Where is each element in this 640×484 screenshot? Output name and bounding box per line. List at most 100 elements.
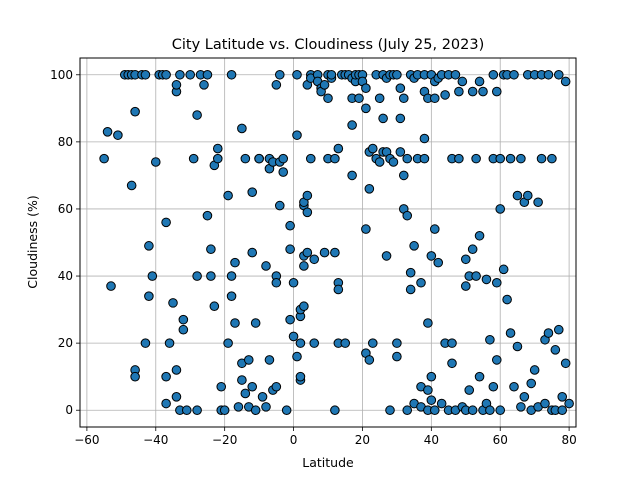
data-point (450, 69, 461, 80)
data-point (392, 69, 402, 80)
data-point (299, 301, 309, 312)
data-point (319, 247, 330, 258)
data-point (330, 247, 340, 258)
data-point (206, 271, 216, 281)
data-point (522, 190, 533, 201)
data-point (161, 398, 171, 409)
data-point (485, 405, 495, 416)
data-point (274, 69, 285, 80)
data-point (423, 318, 433, 328)
data-point (178, 324, 189, 335)
data-point (333, 143, 344, 154)
data-point (491, 86, 502, 97)
data-point (388, 157, 399, 167)
data-point (278, 167, 289, 177)
data-point (474, 371, 485, 382)
data-point (192, 271, 202, 281)
data-point (495, 405, 506, 416)
data-point (429, 224, 440, 234)
data-point (285, 244, 295, 255)
data-point (398, 170, 409, 181)
data-point (543, 69, 554, 80)
data-point (237, 375, 247, 385)
data-point (309, 254, 320, 265)
x-tick-label: 60 (493, 433, 508, 447)
y-tick-label: 20 (58, 336, 73, 350)
y-axis-label: Cloudiness (%) (25, 195, 40, 288)
axes-frame (79, 57, 577, 428)
data-point (274, 200, 285, 211)
data-point (512, 341, 523, 352)
data-point (302, 247, 313, 258)
data-point (491, 355, 502, 365)
data-point (464, 385, 475, 395)
data-point (429, 405, 440, 416)
data-point (130, 371, 140, 382)
data-point (564, 398, 574, 409)
data-point (285, 220, 295, 231)
data-point (126, 180, 137, 191)
data-point (347, 170, 357, 181)
data-point (505, 328, 516, 338)
data-point (192, 110, 202, 120)
data-point (436, 398, 447, 409)
data-point (398, 93, 409, 104)
data-point (423, 385, 433, 395)
data-point (392, 351, 402, 362)
data-point (426, 371, 437, 382)
data-point (553, 69, 564, 80)
data-point (219, 405, 230, 416)
data-point (243, 355, 254, 365)
data-point (471, 271, 481, 281)
data-point (295, 371, 306, 382)
data-point (178, 314, 189, 325)
data-point (467, 86, 478, 97)
x-tick-label: −40 (143, 433, 168, 447)
data-point (292, 130, 302, 140)
data-point (150, 157, 161, 167)
data-point (250, 405, 261, 416)
data-point (261, 261, 271, 271)
data-point (364, 355, 375, 365)
data-point (488, 69, 499, 80)
data-point (192, 405, 202, 416)
x-tick-label: −20 (212, 433, 237, 447)
data-point (171, 80, 182, 90)
x-tick-label: 20 (355, 433, 370, 447)
data-point (405, 267, 416, 278)
data-point (171, 365, 182, 375)
y-axis-ticks: 0 20 40 60 80 100 (50, 68, 80, 417)
data-point (247, 381, 258, 392)
data-point (209, 301, 220, 312)
y-tick-label: 80 (58, 135, 73, 149)
data-point (560, 358, 571, 369)
data-point (440, 90, 450, 100)
data-point (419, 133, 430, 144)
data-point (402, 153, 413, 164)
data-point (498, 264, 509, 275)
data-point (547, 153, 557, 164)
data-point (202, 210, 213, 221)
data-point (395, 83, 406, 93)
data-point (226, 271, 237, 281)
data-point (347, 120, 357, 130)
data-point (202, 69, 213, 80)
data-point (188, 153, 199, 164)
data-point (278, 153, 289, 164)
data-point (516, 402, 526, 412)
data-point (257, 392, 268, 402)
data-point (212, 153, 223, 164)
data-points (99, 69, 574, 416)
data-point (481, 274, 492, 285)
data-point (223, 338, 233, 348)
data-point (319, 80, 330, 90)
data-point (226, 291, 237, 301)
data-point (426, 251, 437, 261)
data-point (271, 80, 282, 90)
data-point (553, 324, 564, 335)
data-point (485, 334, 495, 345)
data-point (323, 93, 333, 104)
data-point (330, 405, 340, 416)
data-point (288, 331, 299, 342)
